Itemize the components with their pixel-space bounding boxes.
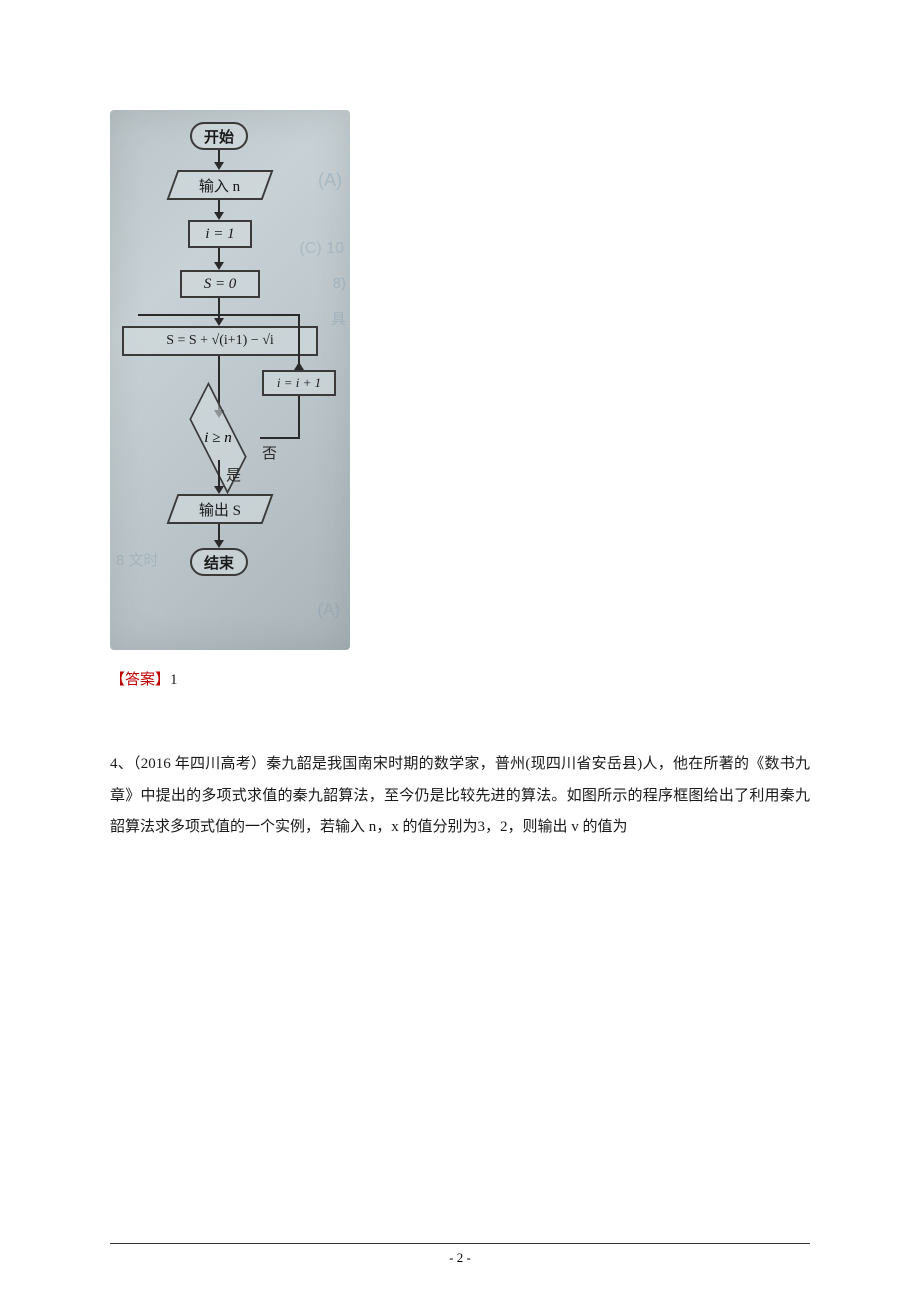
arrow-head-icon — [214, 486, 224, 494]
ghost-text: (C) 10 — [300, 240, 344, 258]
question-source: （2016 年四川高考） — [133, 756, 266, 772]
flowchart-output-label: 输出 S — [199, 499, 241, 520]
ghost-text: 8 文时 — [116, 549, 159, 570]
flow-arrow — [260, 437, 300, 439]
question-4: 4、（2016 年四川高考）秦九韶是我国南宋时期的数学家，普州(现四川省安岳县)… — [110, 749, 810, 844]
arrow-head-icon — [214, 162, 224, 170]
footer-rule — [110, 1243, 810, 1244]
flow-arrow — [220, 314, 300, 316]
flowchart-end: 结束 — [190, 548, 248, 576]
arrow-head-icon — [214, 540, 224, 548]
flow-arrow — [218, 460, 220, 488]
flowchart-init-i: i = 1 — [188, 220, 252, 248]
flow-arrow — [218, 298, 220, 320]
arrow-head-icon — [294, 362, 304, 370]
flowchart-update-s: S = S + √(i+1) − √i — [122, 326, 318, 356]
flowchart-decision-label: i ≥ n — [178, 418, 258, 458]
flowchart-image: (A) (C) 10 8) 具 (A) 8 文时 开始 输入 n i = 1 S… — [110, 110, 350, 650]
flowchart-init-s: S = 0 — [180, 270, 260, 298]
flow-arrow — [298, 396, 300, 439]
question-number: 4、 — [110, 756, 133, 772]
branch-no-label: 否 — [262, 442, 277, 463]
flowchart-input: 输入 n — [167, 170, 274, 200]
flow-arrow — [138, 314, 220, 316]
ghost-text: 8) — [333, 275, 346, 292]
page-footer: - 2 - — [110, 1243, 810, 1266]
ghost-text: 具 — [331, 308, 346, 329]
answer-label: 【答案】 — [110, 672, 170, 688]
answer-value: 1 — [170, 672, 178, 688]
flowchart-decision: i ≥ n — [178, 418, 258, 458]
ghost-text: (A) — [317, 600, 340, 620]
flowchart-increment: i = i + 1 — [262, 370, 336, 396]
branch-yes-label: 是 — [226, 464, 241, 485]
arrow-head-icon — [214, 318, 224, 326]
answer-block: 【答案】1 — [110, 668, 810, 689]
arrow-head-icon — [214, 262, 224, 270]
flowchart-input-label: 输入 n — [199, 175, 240, 196]
flowchart-start: 开始 — [190, 122, 248, 150]
arrow-head-icon — [214, 212, 224, 220]
ghost-text: (A) — [318, 170, 342, 191]
page-number: - 2 - — [110, 1250, 810, 1266]
flowchart-output: 输出 S — [167, 494, 274, 524]
